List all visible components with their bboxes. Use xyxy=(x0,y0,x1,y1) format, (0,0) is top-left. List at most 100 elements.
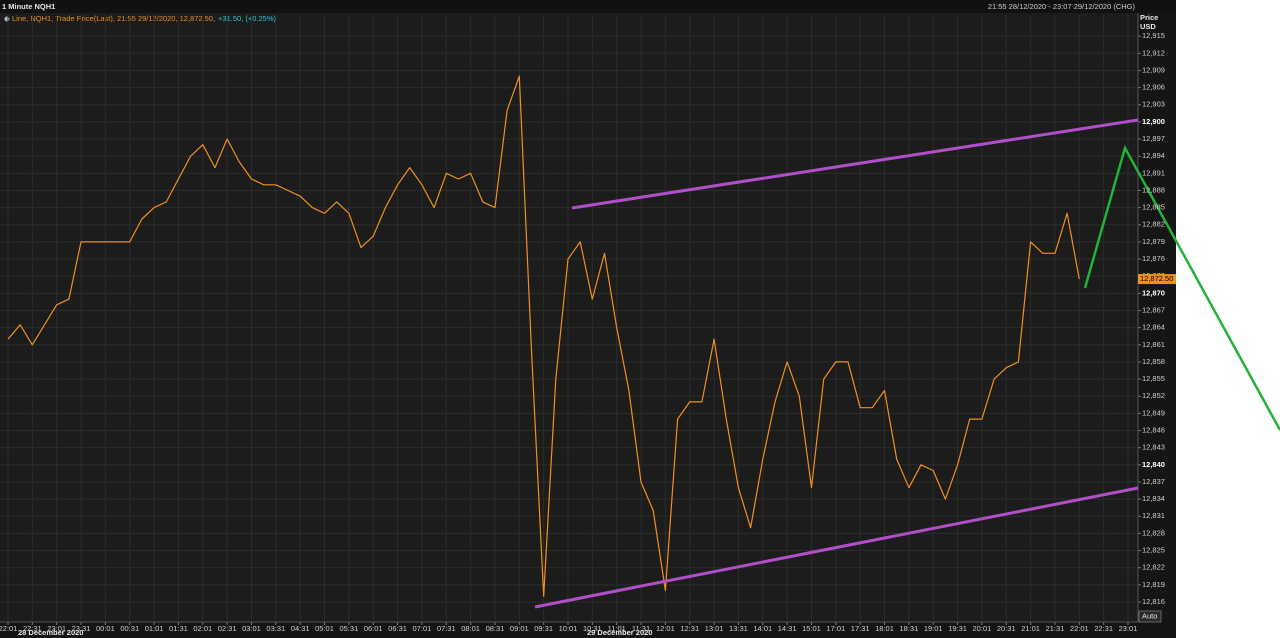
x-tick-label: 18:01 xyxy=(875,624,894,633)
y-tick-label: 12,900 xyxy=(1142,117,1165,126)
y-tick-label: 12,831 xyxy=(1142,511,1165,520)
x-tick-label: 19:31 xyxy=(948,624,967,633)
y-tick-label: 12,912 xyxy=(1142,48,1165,57)
y-tick-label: 12,882 xyxy=(1142,220,1165,229)
y-tick-label: 12,855 xyxy=(1142,374,1165,383)
y-tick-label: 12,915 xyxy=(1142,31,1165,40)
y-tick-label: 12,891 xyxy=(1142,168,1165,177)
chart-subtitle: 21:55 28/12/2020 - 23:07 29/12/2020 (CHG… xyxy=(988,2,1136,11)
x-tick-label: 22:31 xyxy=(23,624,42,633)
x-tick-label: 14:01 xyxy=(753,624,772,633)
last-price-box xyxy=(1138,274,1176,285)
y-tick-label: 12,867 xyxy=(1142,305,1165,314)
y-tick-label: 12,828 xyxy=(1142,528,1165,537)
x-tick-label: 21:31 xyxy=(1046,624,1065,633)
x-tick-label: 18:31 xyxy=(899,624,918,633)
x-tick-label: 19:01 xyxy=(924,624,943,633)
y-tick-label: 12,864 xyxy=(1142,323,1165,332)
x-tick-label: 09:01 xyxy=(510,624,529,633)
y-axis-panel xyxy=(1138,13,1176,638)
x-tick-label: 08:31 xyxy=(486,624,505,633)
x-tick-label: 00:01 xyxy=(96,624,115,633)
y-tick-label: 12,906 xyxy=(1142,83,1165,92)
y-tick-label: 12,861 xyxy=(1142,340,1165,349)
x-tick-label: 02:31 xyxy=(218,624,237,633)
x-tick-label: 23:01 xyxy=(47,624,66,633)
price-line xyxy=(7,75,1080,597)
y-tick-label: 12,849 xyxy=(1142,408,1165,417)
x-tick-label: 12:31 xyxy=(680,624,699,633)
date-annotation: 29 December 2020 xyxy=(587,628,652,637)
x-tick-label: 00:31 xyxy=(120,624,139,633)
y-tick-label: 12,825 xyxy=(1142,546,1165,555)
x-tick-label: 20:01 xyxy=(973,624,992,633)
auto-label[interactable]: Auto xyxy=(1142,611,1157,620)
x-tick-label: 01:01 xyxy=(145,624,164,633)
y-tick-label: 12,834 xyxy=(1142,494,1165,503)
x-tick-label: 01:31 xyxy=(169,624,188,633)
x-tick-label: 11:01 xyxy=(608,624,626,633)
legend-icon xyxy=(4,16,10,22)
auto-button[interactable] xyxy=(1138,610,1162,623)
projection-line xyxy=(1083,144,1280,431)
x-tick-label: 17:31 xyxy=(851,624,870,633)
x-tick-label: 10:01 xyxy=(559,624,578,633)
x-tick-label: 02:01 xyxy=(193,624,212,633)
x-tick-label: 07:01 xyxy=(413,624,432,633)
y-axis-label: Price xyxy=(1140,13,1158,22)
y-tick-label: 12,870 xyxy=(1142,288,1165,297)
x-tick-label: 22:01 xyxy=(0,624,17,633)
x-tick-label: 20:31 xyxy=(997,624,1016,633)
date-annotation: 28 December 2020 xyxy=(18,628,83,637)
x-tick-label: 09:31 xyxy=(534,624,553,633)
y-tick-label: 12,819 xyxy=(1142,580,1165,589)
x-tick-label: 13:01 xyxy=(705,624,724,633)
x-tick-label: 17:01 xyxy=(826,624,845,633)
y-tick-label: 12,888 xyxy=(1142,185,1165,194)
y-tick-label: 12,909 xyxy=(1142,65,1165,74)
y-tick-label: 12,837 xyxy=(1142,477,1165,486)
x-tick-label: 05:31 xyxy=(339,624,358,633)
y-tick-label: 12,858 xyxy=(1142,357,1165,366)
x-tick-label: 05:01 xyxy=(315,624,334,633)
y-tick-label: 12,822 xyxy=(1142,563,1165,572)
y-tick-label: 12,879 xyxy=(1142,237,1165,246)
x-tick-label: 22:31 xyxy=(1094,624,1113,633)
trend-line-lower xyxy=(534,486,1139,609)
y-tick-label: 12,903 xyxy=(1142,100,1165,109)
x-tick-label: 03:31 xyxy=(266,624,285,633)
y-axis-unit: USD xyxy=(1140,22,1156,31)
x-tick-label: 13:31 xyxy=(729,624,748,633)
x-tick-label: 22:01 xyxy=(1070,624,1089,633)
x-tick-label: 23:01 xyxy=(1119,624,1138,633)
legend-text: Line, NQH1, Trade Price(Last), 21:55 29/… xyxy=(12,14,215,23)
x-tick-label: 11:31 xyxy=(632,624,650,633)
x-tick-label: 12:01 xyxy=(656,624,675,633)
x-axis-panel xyxy=(0,622,1138,638)
y-tick-label: 12,894 xyxy=(1142,151,1165,160)
y-tick-label: 12,840 xyxy=(1142,460,1165,469)
y-tick-label: 12,885 xyxy=(1142,203,1165,212)
chart-title: 1 Minute NQH1 xyxy=(2,2,55,11)
background xyxy=(0,0,1176,638)
x-tick-label: 04:31 xyxy=(291,624,310,633)
x-tick-label: 10:31 xyxy=(583,624,602,633)
y-tick-label: 12,897 xyxy=(1142,134,1165,143)
y-tick-label: 12,816 xyxy=(1142,597,1165,606)
y-tick-label: 12,843 xyxy=(1142,443,1165,452)
x-tick-label: 07:31 xyxy=(437,624,456,633)
y-tick-label: 12,852 xyxy=(1142,391,1165,400)
x-tick-label: 06:01 xyxy=(364,624,383,633)
y-tick-label: 12,846 xyxy=(1142,426,1165,435)
x-tick-label: 08:01 xyxy=(461,624,480,633)
last-price-label: 12,872.50 xyxy=(1140,274,1173,283)
x-tick-label: 15:01 xyxy=(802,624,821,633)
x-tick-label: 03:01 xyxy=(242,624,261,633)
x-tick-label: 06:31 xyxy=(388,624,407,633)
legend-change: +31.50, (+0.25%) xyxy=(218,14,276,23)
trend-line-upper xyxy=(571,118,1139,210)
x-tick-label: 21:01 xyxy=(1021,624,1040,633)
header-bar xyxy=(0,0,1176,13)
x-tick-label: 14:31 xyxy=(778,624,797,633)
